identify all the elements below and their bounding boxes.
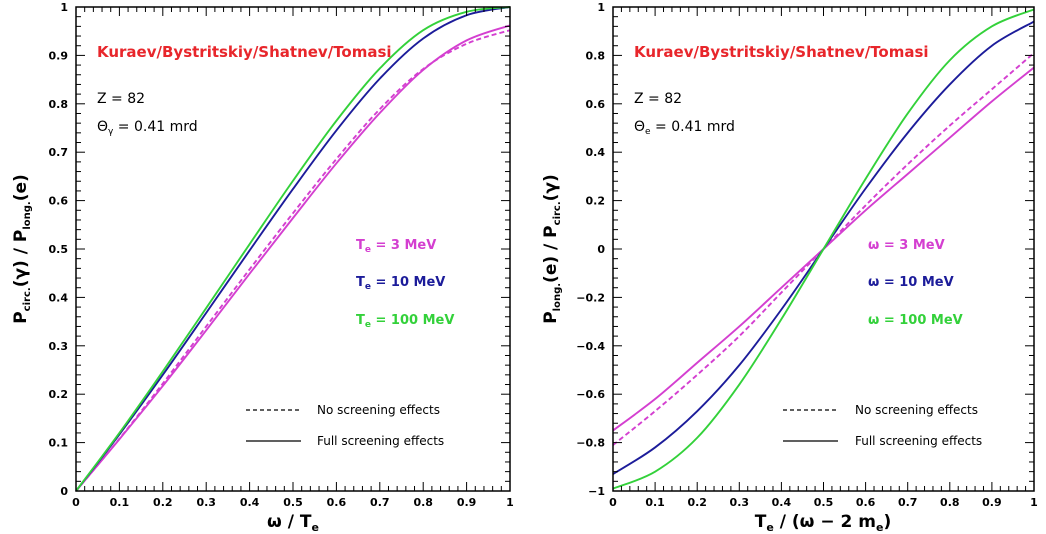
left-y-tick-label: 0.8: [49, 98, 69, 111]
left-style-label-dashed: No screening effects: [317, 403, 440, 417]
right-style-label-dashed: No screening effects: [855, 403, 978, 417]
right-x-tick-label: 1: [1030, 496, 1038, 509]
right-credit-label: Kuraev/Bystritskiy/Shatnev/Tomasi: [634, 43, 929, 61]
right-y-tick-label: 1: [597, 1, 605, 14]
left-x-tick-label: 0.2: [153, 496, 173, 509]
left-x-tick-label: 0.5: [283, 496, 303, 509]
left-x-axis-title: ω / Te: [267, 512, 319, 534]
right-y-tick-label: −0.8: [576, 437, 605, 450]
left-series-blue-solid-2: [75, 6, 511, 492]
right-x-tick-label: 0.3: [730, 496, 750, 509]
left-y-tick-label: 0.7: [49, 146, 69, 159]
right-x-axis-title: Te / (ω − 2 me): [755, 512, 891, 534]
right-theta-label: Θe = 0.41 mrd: [634, 119, 735, 137]
left-series-green-solid-3: [75, 6, 511, 492]
right-z-label: Z = 82: [634, 91, 682, 107]
left-y-tick-label: 0.4: [49, 291, 69, 304]
left-x-tick-label: 0.1: [110, 496, 130, 509]
left-y-tick-label: 1: [60, 1, 68, 14]
left-y-tick-label: 0.2: [49, 388, 69, 401]
left-credit-label: Kuraev/Bystritskiy/Shatnev/Tomasi: [97, 43, 392, 61]
right-series-magenta-dashed-1: [612, 52, 1035, 446]
left-y-tick-label: 0: [60, 485, 68, 498]
left-chart-panel: 0 0.1 0.2 0.3 0.4 0.5 0.6 0.7 0.8 0.9 1 0 0.1 0.2 0.3 0…: [11, 1, 514, 534]
left-y-tick-label: 0.1: [49, 437, 69, 450]
right-series-green-solid-3: [612, 8, 1035, 490]
right-x-tick-label: 0.8: [940, 496, 960, 509]
left-y-tick-label: 0.3: [49, 340, 69, 353]
right-x-tick-label: 0.6: [856, 496, 876, 509]
left-ticks-layer: 0 0.1 0.2 0.3 0.4 0.5 0.6 0.7 0.8 0.9 1 0 0.1 0.2 0.3 0…: [49, 1, 514, 509]
right-chart-panel: 0 0.1 0.2 0.3 0.4 0.5 0.6 0.7 0.8 0.9 1 −1 −0.8 −0.6 −…: [541, 1, 1038, 534]
left-series-magenta-dashed-1: [75, 29, 511, 492]
left-legend-100mev: Te = 100 MeV: [356, 313, 454, 330]
left-z-label: Z = 82: [97, 91, 145, 107]
right-ticks-layer: 0 0.1 0.2 0.3 0.4 0.5 0.6 0.7 0.8 0.9 1 −1 −0.8 −0.6 −…: [576, 1, 1038, 509]
left-y-tick-label: 0.6: [49, 195, 69, 208]
left-y-axis-title: Pcirc.(γ) / Plong.(e): [11, 174, 33, 324]
right-y-tick-label: 0.8: [586, 49, 606, 62]
left-series-layer: [75, 6, 511, 492]
left-plot-frame: [75, 6, 511, 492]
right-x-tick-label: 0.4: [772, 496, 792, 509]
right-y-tick-label: 0.4: [586, 146, 606, 159]
right-x-tick-label: 0.5: [814, 496, 834, 509]
right-legend-100mev: ω = 100 MeV: [868, 313, 963, 328]
left-style-label-solid: Full screening effects: [317, 434, 444, 448]
right-y-axis-title: Plong.(e) / Pcirc.(γ): [541, 174, 563, 324]
left-y-tick-label: 0.5: [49, 243, 69, 256]
right-y-tick-label: −1: [588, 485, 605, 498]
right-y-tick-label: 0: [597, 243, 605, 256]
left-x-tick-label: 0.7: [370, 496, 390, 509]
right-y-tick-label: 0.6: [586, 98, 606, 111]
left-x-tick-label: 0.6: [327, 496, 347, 509]
left-y-tick-label: 0.9: [49, 49, 69, 62]
left-x-tick-label: 0.3: [196, 496, 216, 509]
left-x-tick-label: 0.9: [457, 496, 477, 509]
right-y-tick-label: −0.6: [576, 388, 605, 401]
right-style-label-solid: Full screening effects: [855, 434, 982, 448]
right-x-tick-label: 0.2: [687, 496, 707, 509]
right-legend-10mev: ω = 10 MeV: [868, 275, 954, 290]
right-x-tick-label: 0.7: [898, 496, 918, 509]
right-x-tick-label: 0.1: [645, 496, 665, 509]
right-y-tick-label: −0.2: [576, 291, 605, 304]
left-x-tick-label: 0.8: [413, 496, 433, 509]
left-legend-3mev: Te = 3 MeV: [356, 238, 436, 255]
right-y-tick-label: −0.4: [576, 340, 605, 353]
right-legend-3mev: ω = 3 MeV: [868, 238, 945, 253]
left-x-tick-label: 0: [72, 496, 80, 509]
left-x-tick-label: 0.4: [240, 496, 260, 509]
left-legend-10mev: Te = 10 MeV: [356, 275, 445, 292]
left-theta-label: Θγ = 0.41 mrd: [97, 119, 198, 137]
right-x-tick-label: 0.9: [982, 496, 1002, 509]
right-y-tick-label: 0.2: [586, 195, 606, 208]
right-x-tick-label: 0: [609, 496, 617, 509]
right-series-layer: [612, 8, 1035, 490]
left-x-tick-label: 1: [506, 496, 514, 509]
